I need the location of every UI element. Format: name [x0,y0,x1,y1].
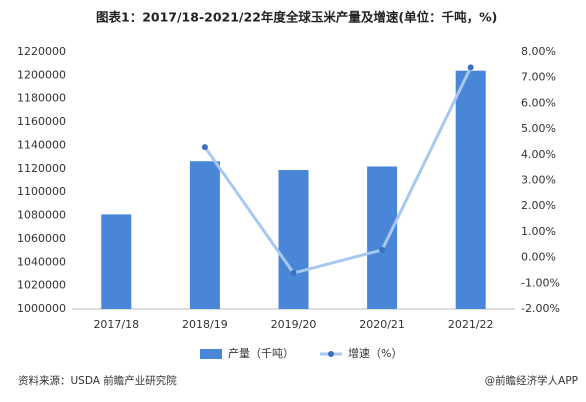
source: 资料来源：USDA 前瞻产业研究院 [18,374,177,387]
x-tick-label: 2019/20 [271,318,317,331]
y-tick-label: 1100000 [17,185,66,198]
y-tick-label: 1060000 [17,232,66,245]
legend-label: 增速（%） [348,346,402,360]
bar [101,214,132,309]
y2-tick-label: 0.00% [521,251,556,264]
y-tick-label: 1000000 [17,302,66,315]
y2-tick-label: 1.00% [521,225,556,238]
line [203,66,473,275]
x-tick-label: 2020/21 [359,318,405,331]
y-tick-label: 1020000 [17,279,66,292]
bar [367,166,398,309]
y-tick-label: 1140000 [17,138,66,151]
line-marker [290,270,297,277]
y2-tick-label: -2.00% [521,302,560,315]
y2-tick-label: 5.00% [521,122,556,135]
line-marker [467,64,474,71]
credit: @前瞻经济学人APP [485,374,578,387]
line-marker [201,144,208,151]
y2-tick-label: -1.00% [521,276,560,289]
y2-tick-label: 6.00% [521,96,556,109]
x-tick-label: 2021/22 [448,318,494,331]
bar [189,161,220,309]
x-tick-label: 2017/18 [93,318,139,331]
y2-tick-label: 3.00% [521,174,556,187]
line-marker [379,246,386,253]
y-tick-label: 1220000 [17,45,66,58]
legend-swatch [200,349,222,359]
legend-marker [328,351,334,357]
y2-tick-label: 7.00% [521,71,556,84]
y-tick-label: 1080000 [17,209,66,222]
y2-tick-label: 4.00% [521,148,556,161]
y-tick-label: 1120000 [17,162,66,175]
x-tick-label: 2018/19 [182,318,228,331]
bar [455,70,486,309]
y-tick-label: 1040000 [17,255,66,268]
legend-label: 产量（千吨） [228,346,294,360]
bar [278,169,309,309]
y-tick-label: 1160000 [17,115,66,128]
y-tick-label: 1200000 [17,68,66,81]
y2-tick-label: 8.00% [521,45,556,58]
y-tick-label: 1180000 [17,92,66,105]
chart-title: 图表1：2017/18-2021/22年度全球玉米产量及增速(单位：千吨，%) [96,10,497,25]
y2-tick-label: 2.00% [521,199,556,212]
